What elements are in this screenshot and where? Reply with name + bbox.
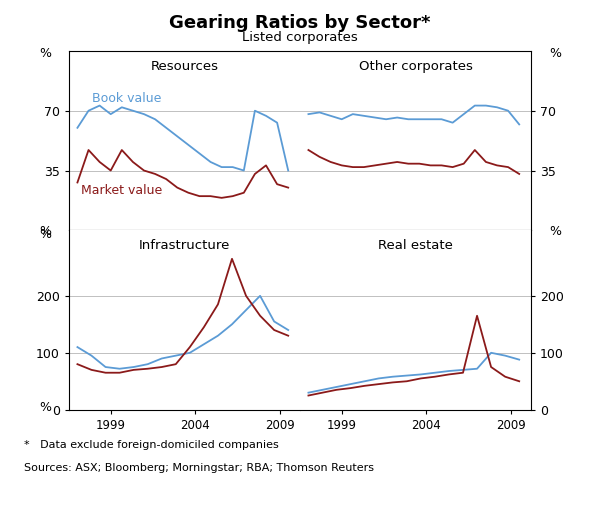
Text: Book value: Book value: [92, 92, 161, 105]
Text: %: %: [39, 47, 51, 60]
Text: %: %: [549, 225, 561, 238]
Text: Resources: Resources: [151, 60, 218, 73]
Text: *   Data exclude foreign-domiciled companies: * Data exclude foreign-domiciled compani…: [24, 440, 279, 450]
Text: Market value: Market value: [80, 184, 162, 196]
Text: Gearing Ratios by Sector*: Gearing Ratios by Sector*: [169, 14, 431, 32]
Text: Listed corporates: Listed corporates: [242, 31, 358, 44]
Text: Sources: ASX; Bloomberg; Morningstar; RBA; Thomson Reuters: Sources: ASX; Bloomberg; Morningstar; RB…: [24, 463, 374, 473]
Text: Real estate: Real estate: [378, 239, 453, 252]
Text: %: %: [549, 47, 561, 60]
Text: Other corporates: Other corporates: [359, 60, 472, 73]
Text: %: %: [39, 225, 51, 238]
Text: %: %: [39, 228, 51, 241]
Text: %: %: [39, 401, 51, 414]
Text: Infrastructure: Infrastructure: [139, 239, 230, 252]
